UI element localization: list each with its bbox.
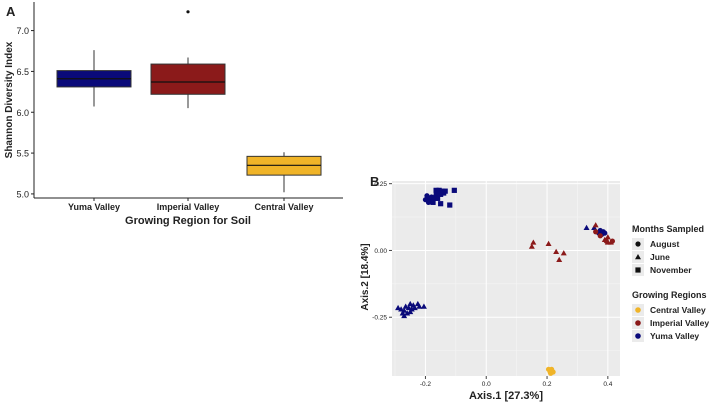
box-yuma-valley bbox=[56, 50, 132, 107]
panel-a: A 5.0 5.5 6.0 6.5 7.0 Yuma Valley Imperial Va… bbox=[4, 2, 343, 227]
point-imperial-valley-june bbox=[556, 256, 563, 263]
legend-june-label: June bbox=[650, 252, 670, 262]
legend-imperial-valley-label: Imperial Valley bbox=[650, 318, 709, 328]
b-gridlines bbox=[392, 181, 620, 376]
point-yuma-valley-november bbox=[435, 190, 441, 196]
point-imperial-valley-august bbox=[593, 229, 599, 235]
point-yuma-valley-june bbox=[404, 310, 411, 316]
legend-august-label: August bbox=[650, 239, 679, 249]
legend-regions-title: Growing Regions bbox=[632, 290, 707, 300]
box-outlier bbox=[186, 10, 190, 14]
b-y-axis-title: Axis.2 [18.4%] bbox=[360, 243, 371, 310]
point-imperial-valley-august bbox=[609, 238, 616, 244]
point-yuma-valley-november bbox=[451, 187, 457, 193]
box-central-valley bbox=[246, 152, 322, 193]
point-yuma-valley-june bbox=[395, 304, 402, 311]
point-yuma-valley-august bbox=[425, 199, 432, 205]
point-yuma-valley-june bbox=[402, 303, 409, 309]
a-y-tick-label: 5.0 bbox=[16, 189, 29, 199]
b-x-tick-label: 0.2 bbox=[543, 381, 552, 388]
point-yuma-valley-june bbox=[407, 308, 414, 315]
point-yuma-valley-june bbox=[411, 304, 418, 311]
legend-months-items: August June November bbox=[632, 238, 692, 276]
point-imperial-valley-august bbox=[597, 233, 603, 239]
a-y-tick-label: 6.0 bbox=[16, 108, 29, 118]
b-y-tick-label: 0.00 bbox=[374, 248, 387, 255]
point-imperial-valley-june bbox=[604, 234, 611, 240]
point-yuma-valley-june bbox=[416, 303, 423, 309]
point-yuma-valley-june bbox=[401, 312, 408, 319]
legend-november-label: November bbox=[650, 265, 692, 275]
b-x-tick-label: -0.2 bbox=[420, 381, 432, 388]
point-yuma-valley-november bbox=[433, 187, 439, 193]
point-yuma-valley-november bbox=[438, 191, 444, 197]
point-imperial-valley-august bbox=[603, 238, 609, 244]
a-boxes bbox=[56, 10, 322, 193]
b-y-ticks: -0.25 0.00 0.25 bbox=[372, 181, 392, 322]
a-y-tick-label: 6.5 bbox=[16, 67, 29, 77]
legend-months-title: Months Sampled bbox=[632, 224, 704, 234]
b-plot-background bbox=[392, 181, 620, 376]
a-x-tick-label: Imperial Valley bbox=[157, 202, 220, 212]
box-imperial-valley bbox=[150, 10, 226, 109]
point-imperial-valley-june bbox=[553, 248, 560, 255]
point-imperial-valley-june bbox=[592, 222, 599, 228]
panel-b-label: B bbox=[370, 174, 379, 189]
point-yuma-valley-november bbox=[430, 199, 436, 205]
point-yuma-valley-november bbox=[438, 201, 444, 207]
b-legend: Months Sampled August June November Growin… bbox=[632, 224, 709, 342]
b-y-tick-label: 0.25 bbox=[374, 181, 387, 188]
b-x-axis-title: Axis.1 [27.3%] bbox=[469, 390, 543, 402]
legend-november-swatch bbox=[635, 267, 641, 273]
a-x-ticks: Yuma Valley Imperial Valley Central Valley bbox=[68, 198, 314, 212]
b-y-tick-label: -0.25 bbox=[372, 315, 387, 322]
legend-june-swatch bbox=[635, 254, 641, 260]
legend-central-valley-swatch bbox=[635, 307, 641, 313]
legend-central-valley-label: Central Valley bbox=[650, 305, 706, 315]
a-y-axis-title: Shannon Diversity Index bbox=[4, 41, 15, 158]
b-x-tick-label: 0.0 bbox=[482, 381, 491, 388]
point-imperial-valley-june bbox=[528, 243, 535, 249]
legend-regions-items: Central Valley Imperial Valley Yuma Valley bbox=[632, 304, 709, 342]
a-y-tick-label: 7.0 bbox=[16, 26, 29, 36]
a-y-tick-label: 5.5 bbox=[16, 149, 29, 159]
a-x-tick-label: Yuma Valley bbox=[68, 202, 120, 212]
b-x-ticks: -0.2 0.0 0.2 0.4 bbox=[420, 376, 613, 388]
a-y-ticks: 5.0 5.5 6.0 6.5 7.0 bbox=[16, 26, 34, 199]
a-x-axis-title: Growing Region for Soil bbox=[125, 215, 251, 227]
point-yuma-valley-november bbox=[435, 195, 441, 201]
box-iqr bbox=[150, 63, 226, 95]
point-yuma-valley-august bbox=[602, 230, 608, 236]
point-yuma-valley-november bbox=[441, 190, 447, 196]
legend-imperial-valley-swatch bbox=[635, 320, 641, 326]
point-yuma-valley-june bbox=[583, 224, 590, 230]
a-x-tick-label: Central Valley bbox=[254, 202, 313, 212]
point-yuma-valley-november bbox=[436, 187, 442, 193]
b-points bbox=[395, 187, 616, 376]
legend-yuma-valley-swatch bbox=[635, 333, 641, 339]
point-yuma-valley-june bbox=[407, 300, 414, 307]
legend-august-swatch bbox=[635, 241, 641, 247]
point-yuma-valley-june bbox=[420, 303, 427, 309]
point-yuma-valley-june bbox=[398, 306, 405, 312]
point-imperial-valley-june bbox=[560, 250, 567, 256]
point-imperial-valley-june bbox=[545, 240, 552, 247]
point-imperial-valley-june bbox=[530, 239, 537, 245]
point-yuma-valley-june bbox=[591, 224, 598, 230]
panel-b: B -0.25 0.00 0.25 -0.2 0.0 0.2 0.4 Axis.1 [27… bbox=[360, 174, 709, 402]
b-x-tick-label: 0.4 bbox=[603, 381, 612, 388]
legend-yuma-valley-label: Yuma Valley bbox=[650, 331, 699, 341]
point-yuma-valley-june bbox=[405, 304, 412, 311]
point-central-valley-august bbox=[548, 370, 554, 376]
panel-a-label: A bbox=[6, 4, 16, 19]
point-yuma-valley-november bbox=[447, 202, 453, 208]
